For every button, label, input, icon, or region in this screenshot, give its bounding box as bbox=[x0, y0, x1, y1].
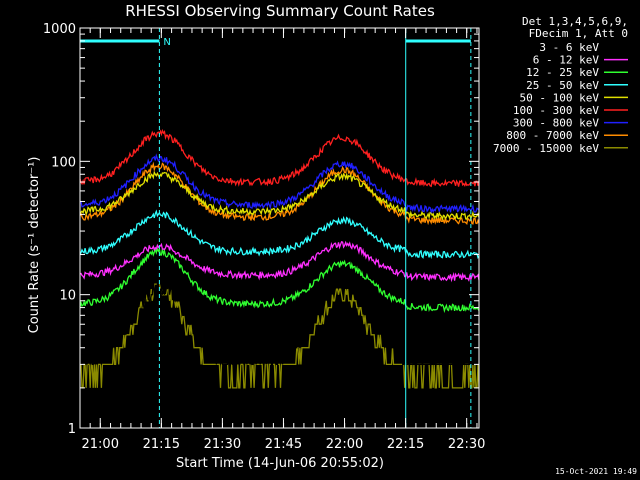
y-tick-label: 100 bbox=[51, 155, 76, 170]
x-tick-label: 21:45 bbox=[265, 437, 302, 452]
footer-timestamp: 15-Oct-2021 19:49 bbox=[555, 467, 637, 476]
chart-title: RHESSI Observing Summary Count Rates bbox=[125, 2, 435, 20]
x-axis-label: Start Time (14-Jun-06 20:55:02) bbox=[176, 456, 384, 471]
series-line bbox=[79, 240, 480, 283]
legend-entry-label: 25 - 50 keV bbox=[526, 79, 599, 92]
y-tick-label: 10 bbox=[59, 289, 76, 304]
series-layer bbox=[79, 128, 480, 389]
axes-layer: 1 10 100 1000 21:00 21:15 21:30 21:45 22:00 22:15… bbox=[43, 22, 485, 452]
legend-entry-label: 800 - 7000 keV bbox=[506, 129, 599, 142]
y-tick-label: 1 bbox=[68, 422, 76, 437]
series-line bbox=[79, 170, 480, 222]
y-tick-label: 1000 bbox=[43, 22, 76, 37]
legend-entry-label: 12 - 25 keV bbox=[526, 66, 599, 79]
legend-entry-label: 7000 - 15000 keV bbox=[493, 142, 599, 155]
series-line bbox=[79, 266, 479, 366]
plot-frame bbox=[79, 27, 480, 429]
legend-header-line: FDecim 1, Att 0 bbox=[529, 27, 628, 40]
legend-header-line: Det 1,3,4,5,6,9, bbox=[522, 15, 628, 28]
x-tick-label: 21:30 bbox=[204, 437, 241, 452]
legend-entry-label: 50 - 100 keV bbox=[520, 91, 600, 104]
series-line bbox=[79, 161, 480, 226]
legend-entry-label: 100 - 300 keV bbox=[513, 104, 599, 117]
legend-entry-label: 3 - 6 keV bbox=[539, 41, 599, 54]
series-line bbox=[80, 283, 480, 389]
series-line bbox=[79, 153, 480, 215]
flag-layer: N bbox=[80, 37, 471, 48]
x-tick-label: 22:30 bbox=[448, 437, 485, 452]
y-axis-label: Count Rate (s⁻¹ detector⁻¹) bbox=[27, 157, 42, 334]
x-tick-label: 21:00 bbox=[82, 437, 119, 452]
legend-entry-label: 300 - 800 keV bbox=[513, 117, 599, 130]
series-line bbox=[79, 128, 480, 188]
flag-label: N bbox=[163, 37, 170, 48]
series-line bbox=[79, 209, 480, 260]
x-tick-label: 21:15 bbox=[143, 437, 180, 452]
x-tick-label: 22:15 bbox=[387, 437, 424, 452]
legend: Det 1,3,4,5,6,9,FDecim 1, Att 03 - 6 keV… bbox=[493, 15, 628, 155]
legend-entry-label: 6 - 12 keV bbox=[533, 54, 600, 67]
series-line bbox=[79, 246, 480, 314]
x-tick-label: 22:00 bbox=[326, 437, 363, 452]
